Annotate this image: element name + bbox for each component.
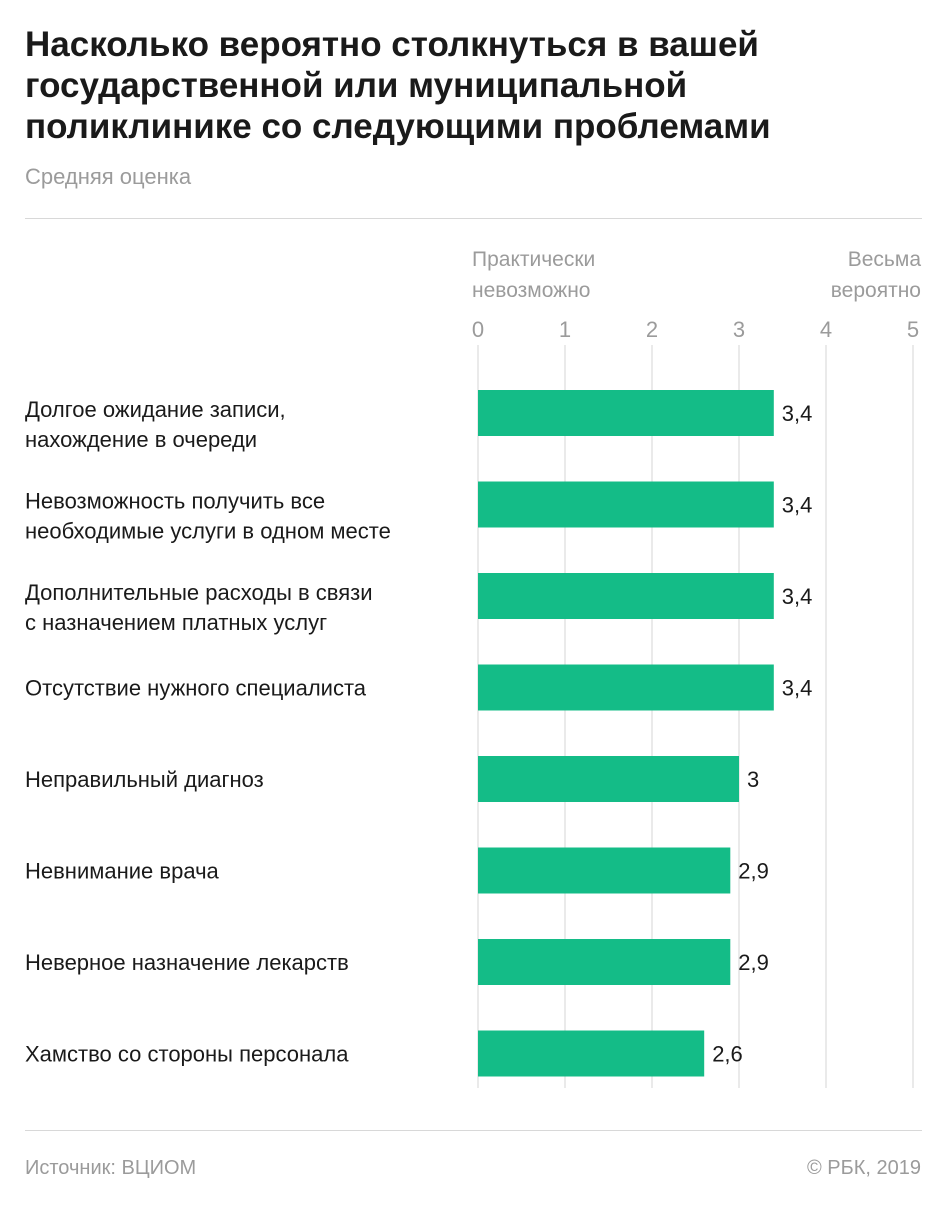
bar-value-label: 3,4 xyxy=(782,493,813,518)
scale-label-high: вероятно xyxy=(831,279,921,302)
title-line: поликлинике со следующими проблемами xyxy=(25,107,771,146)
bar xyxy=(478,481,774,528)
x-tick-label: 0 xyxy=(472,317,484,342)
bar xyxy=(478,664,774,711)
bar-value-label: 2,9 xyxy=(738,859,769,884)
category-label: необходимые услуги в одном месте xyxy=(25,519,391,544)
category-label: нахождение в очереди xyxy=(25,427,257,452)
bar-value-label: 2,6 xyxy=(712,1042,743,1067)
bottom-divider xyxy=(25,1130,922,1131)
category-label: Отсутствие нужного специалиста xyxy=(25,676,367,701)
x-tick-label: 2 xyxy=(646,317,658,342)
category-label: Неправильный диагноз xyxy=(25,767,264,792)
scale-label-low: Практически xyxy=(472,248,595,271)
bar xyxy=(478,573,774,619)
bar-value-label: 3,4 xyxy=(782,584,813,609)
bar xyxy=(478,756,739,802)
chart-title: Насколько вероятно столкнуться в вашей г… xyxy=(25,24,925,147)
category-label: Неверное назначение лекарств xyxy=(25,950,349,975)
title-line: государственной или муниципальной xyxy=(25,66,688,105)
x-tick-label: 3 xyxy=(733,317,745,342)
scale-label-low: невозможно xyxy=(472,279,590,302)
top-divider xyxy=(25,218,922,219)
title-line: Насколько вероятно столкнуться в вашей xyxy=(25,25,759,64)
category-label: Невозможность получить все xyxy=(25,489,325,514)
bar xyxy=(478,939,731,985)
scale-label-high: Весьма xyxy=(848,248,922,271)
bar-value-label: 3 xyxy=(747,767,759,792)
x-tick-label: 1 xyxy=(559,317,571,342)
source-note: Источник: ВЦИОМ xyxy=(25,1157,197,1179)
category-label: Дополнительные расходы в связи xyxy=(25,580,373,605)
bar xyxy=(478,1030,705,1077)
x-tick-label: 5 xyxy=(907,317,919,342)
category-label: Долгое ожидание записи, xyxy=(25,397,286,422)
chart-subtitle: Средняя оценка xyxy=(25,164,192,189)
bar xyxy=(478,390,774,436)
category-label: с назначением платных услуг xyxy=(25,610,327,635)
x-tick-label: 4 xyxy=(820,317,832,342)
bar-value-label: 3,4 xyxy=(782,401,813,426)
bar-value-label: 2,9 xyxy=(738,950,769,975)
copyright-note: © РБК, 2019 xyxy=(806,1157,921,1179)
bar-value-label: 3,4 xyxy=(782,676,813,701)
category-label: Невнимание врача xyxy=(25,859,220,884)
category-label: Хамство со стороны персонала xyxy=(25,1042,349,1067)
bar xyxy=(478,847,731,894)
